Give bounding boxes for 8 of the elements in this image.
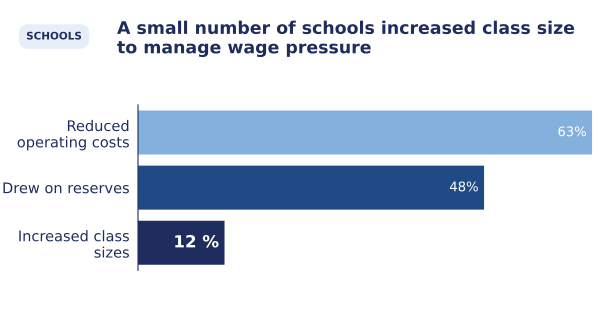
data-label: 12 % <box>175 234 219 248</box>
text: SCHOOLS <box>26 32 82 40</box>
y-tick-label: Reduced operating costs <box>18 120 129 150</box>
data-label: 48% <box>450 181 478 192</box>
data-label: 63% <box>558 126 586 136</box>
y-tick-label: Drew on reserves <box>3 182 129 194</box>
y-tick-label: Increased class sizes <box>19 230 129 258</box>
chart-title: A small number of schools increased class size to manage wage pressure <box>117 20 574 58</box>
